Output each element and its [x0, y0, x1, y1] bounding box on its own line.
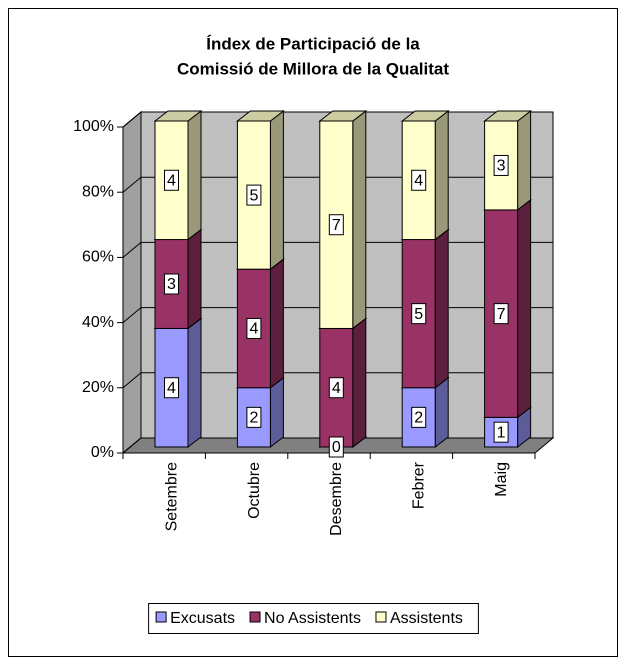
data-label-box: [246, 184, 262, 206]
y-tick-label: 100%: [73, 118, 114, 135]
bar: [236, 387, 271, 448]
data-label-box: [164, 273, 179, 295]
bar-side: [434, 376, 449, 449]
data-label-box: [328, 377, 344, 399]
data-label-box: [164, 377, 179, 399]
data-label-box: [164, 169, 179, 191]
legend-swatch: [249, 611, 261, 623]
bar-side: [269, 376, 284, 449]
y-tick-label: 0%: [91, 444, 114, 461]
bar-side: [434, 228, 449, 389]
data-label: 0: [332, 439, 341, 456]
y-tick-label: 80%: [82, 183, 114, 200]
data-label: 4: [167, 380, 176, 397]
legend-box: [148, 603, 479, 634]
bar-side: [352, 109, 367, 330]
y-tick-label: 40%: [82, 314, 114, 331]
chart-title: Índex de Participació de la: [206, 34, 420, 53]
data-label: 1: [497, 424, 506, 441]
data-label-box: [328, 214, 344, 236]
data-label: 4: [332, 380, 341, 397]
data-label-box: [246, 406, 262, 428]
grid-line: [122, 176, 142, 193]
legend-swatch: [155, 611, 167, 623]
grid-line: [122, 111, 142, 128]
grid-line: [122, 242, 142, 258]
legend-swatch: [375, 611, 387, 623]
data-label: 7: [332, 217, 341, 234]
bar-side: [187, 228, 202, 330]
data-label: 4: [167, 172, 176, 189]
bar-side: [187, 317, 202, 449]
data-label-box: [493, 303, 509, 325]
data-label: 4: [414, 172, 423, 189]
data-label: 5: [414, 306, 423, 323]
y-tick-label: 60%: [82, 249, 114, 266]
data-label: 2: [414, 410, 423, 427]
bar-side: [517, 198, 532, 419]
legend-label: Excusats: [170, 610, 235, 627]
side-wall: [122, 110, 142, 455]
bar-side: [352, 317, 367, 449]
data-label: 3: [167, 276, 176, 293]
data-label-box: [493, 421, 509, 443]
grid-line: [122, 437, 142, 454]
data-label: 7: [497, 306, 506, 323]
bar-side: [269, 258, 284, 389]
data-label-box: [493, 154, 509, 176]
legend-label: Assistents: [390, 610, 463, 627]
x-tick-label: Setembre: [163, 462, 180, 531]
bar-side: [269, 109, 284, 271]
grid-line: [122, 307, 142, 323]
bar-side: [187, 109, 202, 241]
bar-side: [434, 109, 449, 241]
grid-line: [122, 372, 142, 389]
data-label: 3: [497, 158, 506, 175]
legend: Excusats No Assistents Assistents: [148, 603, 479, 634]
data-label: 5: [249, 187, 258, 204]
data-label: 2: [249, 410, 258, 427]
chart-title: Comissió de Millora de la Qualitat: [177, 59, 449, 78]
x-tick-label: Febrer: [411, 461, 428, 509]
data-label-box: [246, 317, 262, 339]
data-label-box: [411, 303, 427, 325]
data-label-box: [411, 169, 427, 191]
y-tick-label: 20%: [82, 379, 114, 396]
data-label: 4: [249, 321, 258, 338]
x-tick-label: Maig: [493, 462, 510, 497]
bar-side: [517, 109, 532, 211]
data-label-box: [411, 406, 427, 428]
data-label-box: [328, 436, 344, 458]
x-tick-label: Octubre: [246, 462, 263, 519]
legend-label: No Assistents: [264, 610, 361, 627]
x-tick-label: Desembre: [328, 462, 345, 536]
